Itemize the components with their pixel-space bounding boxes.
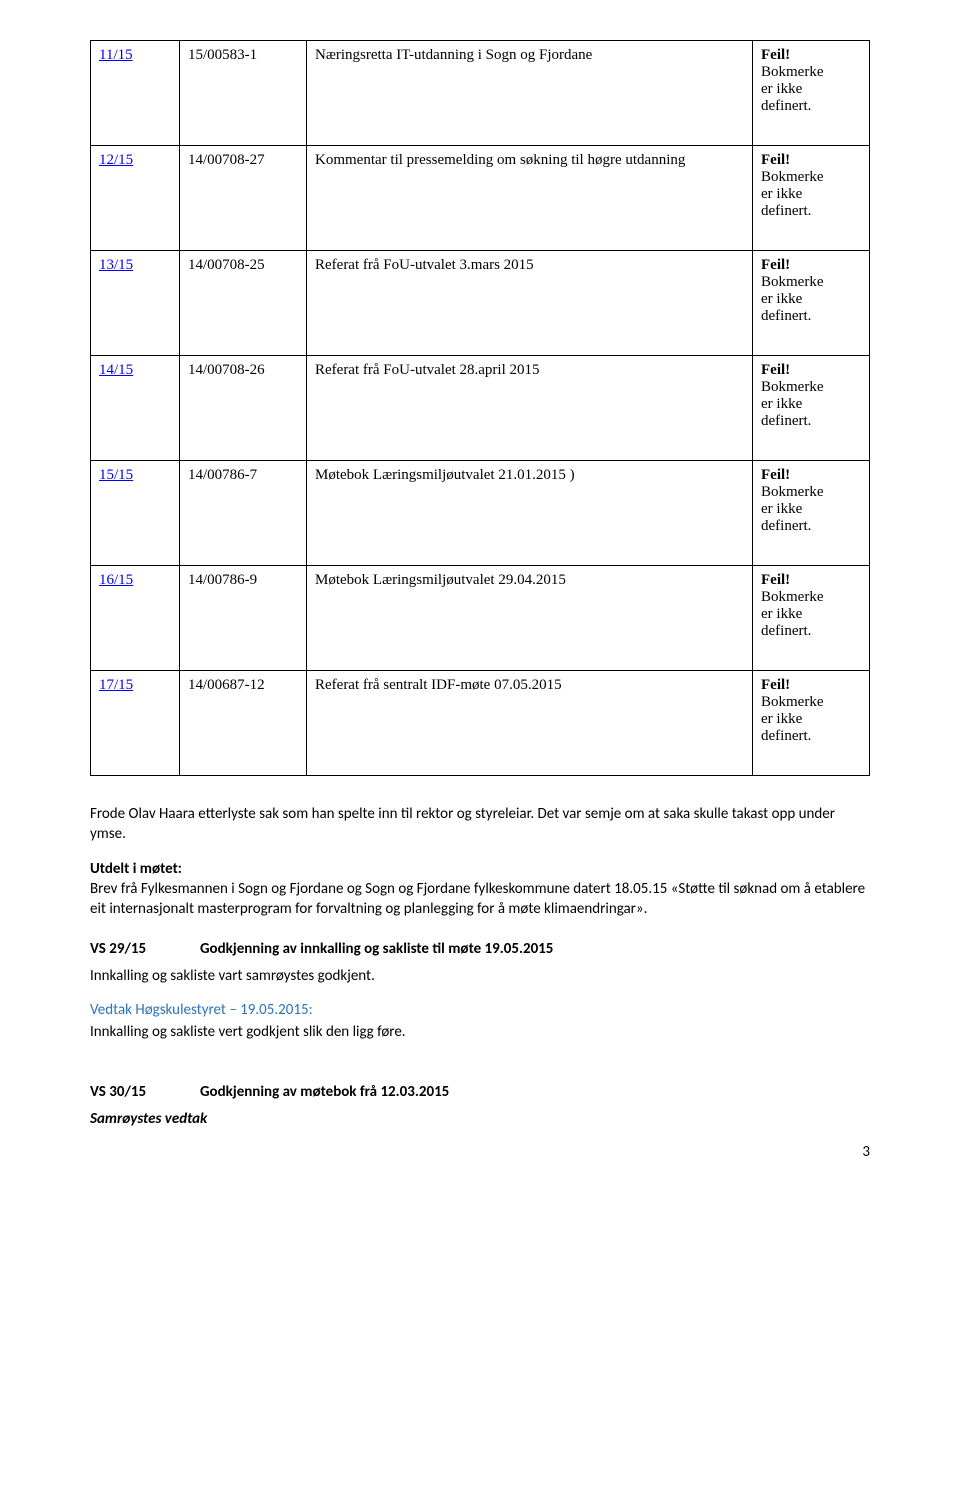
agenda-table: 11/15 15/00583-1Næringsretta IT-utdanning… <box>90 40 870 776</box>
table-row: 17/15 14/00687-12Referat frå sentralt IDF… <box>91 671 870 776</box>
row-status: Feil!Bokmerkeer ikkedefinert. <box>753 461 870 566</box>
status-rest: Bokmerkeer ikkedefinert. <box>761 694 861 745</box>
row-id: 14/15 <box>91 356 180 461</box>
status-rest: Bokmerkeer ikkedefinert. <box>761 589 861 640</box>
row-id: 11/15 <box>91 41 180 146</box>
row-id-link[interactable]: 14/15 <box>99 362 133 378</box>
table-row: 13/15 14/00708-25Referat frå FoU-utvalet … <box>91 251 870 356</box>
status-bold: Feil! <box>761 467 861 484</box>
vs30-text: Godkjenning av møtebok frå 12.03.2015 <box>200 1082 449 1102</box>
row-id-link[interactable]: 13/15 <box>99 257 133 273</box>
samroystes-vedtak: Samrøystes vedtak <box>90 1109 870 1129</box>
row-ref: 15/00583-1 <box>180 41 307 146</box>
vs29-text: Godkjenning av innkalling og sakliste ti… <box>200 939 553 959</box>
status-rest: Bokmerkeer ikkedefinert. <box>761 274 861 325</box>
vs29-label: VS 29/15 <box>90 939 200 959</box>
row-id-link[interactable]: 11/15 <box>99 47 133 63</box>
row-id-link[interactable]: 17/15 <box>99 677 133 693</box>
row-ref: 14/00786-7 <box>180 461 307 566</box>
row-title: Møtebok Læringsmiljøutvalet 29.04.2015 <box>307 566 753 671</box>
table-row: 11/15 15/00583-1Næringsretta IT-utdanning… <box>91 41 870 146</box>
row-ref: 14/00708-26 <box>180 356 307 461</box>
status-bold: Feil! <box>761 572 861 589</box>
status-rest: Bokmerkeer ikkedefinert. <box>761 64 861 115</box>
row-title: Kommentar til pressemelding om søkning t… <box>307 146 753 251</box>
vedtak-heading: Vedtak Høgskulestyret – 19.05.2015: <box>90 1000 870 1020</box>
table-row: 14/15 14/00708-26Referat frå FoU-utvalet … <box>91 356 870 461</box>
status-rest: Bokmerkeer ikkedefinert. <box>761 169 861 220</box>
vs29-row: VS 29/15 Godkjenning av innkalling og sa… <box>90 939 870 959</box>
table-row: 16/15 14/00786-9Møtebok Læringsmiljøutval… <box>91 566 870 671</box>
row-status: Feil!Bokmerkeer ikkedefinert. <box>753 671 870 776</box>
table-row: 15/15 14/00786-7Møtebok Læringsmiljøutval… <box>91 461 870 566</box>
vs30-row: VS 30/15 Godkjenning av møtebok frå 12.0… <box>90 1082 870 1102</box>
page-number: 3 <box>90 1143 870 1161</box>
row-id-link[interactable]: 15/15 <box>99 467 133 483</box>
vs30-label: VS 30/15 <box>90 1082 200 1102</box>
paragraph-innkalling: Innkalling og sakliste vart samrøystes g… <box>90 966 870 986</box>
status-bold: Feil! <box>761 47 861 64</box>
row-ref: 14/00687-12 <box>180 671 307 776</box>
status-rest: Bokmerkeer ikkedefinert. <box>761 484 861 535</box>
row-id: 16/15 <box>91 566 180 671</box>
row-status: Feil!Bokmerkeer ikkedefinert. <box>753 566 870 671</box>
row-title: Referat frå sentralt IDF-møte 07.05.2015 <box>307 671 753 776</box>
row-ref: 14/00708-27 <box>180 146 307 251</box>
row-status: Feil!Bokmerkeer ikkedefinert. <box>753 41 870 146</box>
row-id-link[interactable]: 12/15 <box>99 152 133 168</box>
status-rest: Bokmerkeer ikkedefinert. <box>761 379 861 430</box>
row-status: Feil!Bokmerkeer ikkedefinert. <box>753 356 870 461</box>
row-id: 15/15 <box>91 461 180 566</box>
status-bold: Feil! <box>761 362 861 379</box>
row-status: Feil!Bokmerkeer ikkedefinert. <box>753 251 870 356</box>
table-row: 12/15 14/00708-27Kommentar til pressemeld… <box>91 146 870 251</box>
row-ref: 14/00786-9 <box>180 566 307 671</box>
status-bold: Feil! <box>761 257 861 274</box>
row-status: Feil!Bokmerkeer ikkedefinert. <box>753 146 870 251</box>
paragraph-utdelt: Utdelt i møtet: Brev frå Fylkesmannen i … <box>90 859 870 920</box>
row-title: Næringsretta IT-utdanning i Sogn og Fjor… <box>307 41 753 146</box>
row-ref: 14/00708-25 <box>180 251 307 356</box>
status-bold: Feil! <box>761 152 861 169</box>
row-id: 12/15 <box>91 146 180 251</box>
row-title: Referat frå FoU-utvalet 3.mars 2015 <box>307 251 753 356</box>
row-id: 17/15 <box>91 671 180 776</box>
utdelt-lead: Utdelt i møtet: <box>90 860 182 878</box>
row-id: 13/15 <box>91 251 180 356</box>
row-id-link[interactable]: 16/15 <box>99 572 133 588</box>
utdelt-body: Brev frå Fylkesmannen i Sogn og Fjordane… <box>90 880 865 918</box>
status-bold: Feil! <box>761 677 861 694</box>
row-title: Møtebok Læringsmiljøutvalet 21.01.2015 ) <box>307 461 753 566</box>
paragraph-note-1: Frode Olav Haara etterlyste sak som han … <box>90 804 870 845</box>
row-title: Referat frå FoU-utvalet 28.april 2015 <box>307 356 753 461</box>
vedtak-body: Innkalling og sakliste vert godkjent sli… <box>90 1022 870 1042</box>
